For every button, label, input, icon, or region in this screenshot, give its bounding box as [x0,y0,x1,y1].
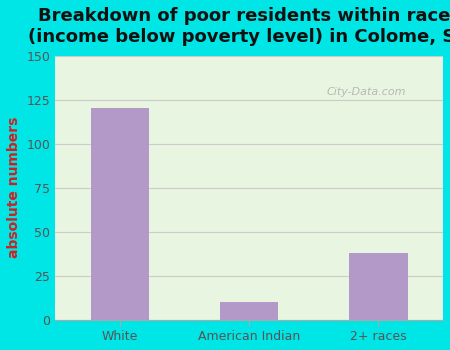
Title: Breakdown of poor residents within races
(income below poverty level) in Colome,: Breakdown of poor residents within races… [28,7,450,46]
Text: City-Data.com: City-Data.com [327,87,406,97]
Y-axis label: absolute numbers: absolute numbers [7,117,21,258]
Bar [220,302,278,320]
Bar [91,108,149,320]
Bar [349,253,408,320]
